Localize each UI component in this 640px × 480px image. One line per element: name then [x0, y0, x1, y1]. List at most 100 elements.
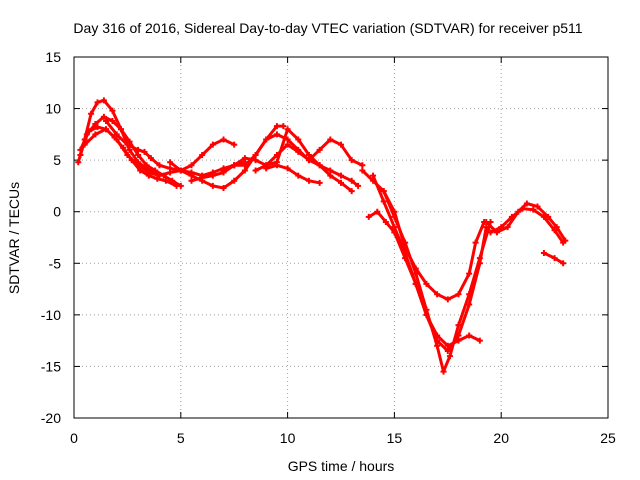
- data-point: [113, 131, 120, 138]
- data-point: [188, 172, 195, 179]
- y-tick-label: -10: [41, 307, 61, 323]
- series-14: [391, 229, 483, 349]
- data-point: [252, 157, 259, 164]
- data-point: [446, 353, 453, 360]
- data-point: [440, 368, 447, 375]
- data-point: [135, 146, 142, 153]
- data-point: [284, 141, 291, 148]
- series-6: [167, 123, 287, 191]
- data-point: [483, 219, 490, 226]
- series-line: [190, 127, 354, 193]
- data-point: [209, 172, 216, 179]
- data-point: [252, 151, 259, 158]
- data-point: [380, 188, 387, 195]
- data-point: [444, 296, 451, 303]
- data-point: [455, 322, 462, 329]
- data-point: [141, 148, 148, 155]
- data-point: [504, 224, 511, 231]
- data-point: [498, 224, 505, 231]
- data-point: [124, 141, 131, 148]
- data-point: [355, 182, 362, 189]
- data-point: [135, 151, 142, 158]
- data-point: [81, 141, 88, 148]
- data-point: [519, 205, 526, 212]
- data-point: [534, 203, 541, 210]
- data-point: [305, 157, 312, 164]
- series-line: [83, 127, 247, 178]
- data-point: [94, 124, 101, 131]
- y-tick-label: 10: [45, 101, 61, 117]
- axis-tick-labels: 0 5 10 15 20 25 -20 -15 -10 -5 0 5 10 15: [41, 49, 616, 446]
- plot-frame: [73, 56, 609, 419]
- data-point: [167, 165, 174, 172]
- data-point: [380, 198, 387, 205]
- data-point: [263, 165, 270, 172]
- data-point: [220, 167, 227, 174]
- y-tick-label: 15: [45, 49, 61, 65]
- x-tick-label: 10: [280, 430, 296, 446]
- data-point: [434, 342, 441, 349]
- data-point: [126, 146, 133, 153]
- data-point: [284, 136, 291, 143]
- data-point: [109, 117, 116, 124]
- data-point: [523, 200, 530, 207]
- data-point: [85, 128, 92, 135]
- data-point: [434, 332, 441, 339]
- y-tick-label: 0: [53, 204, 61, 220]
- data-point: [466, 332, 473, 339]
- series-group: [75, 97, 569, 375]
- data-point: [188, 177, 195, 184]
- data-point: [273, 151, 280, 158]
- data-point: [231, 177, 238, 184]
- data-point: [476, 337, 483, 344]
- data-point: [75, 159, 82, 166]
- data-point: [412, 270, 419, 277]
- data-point: [338, 172, 344, 179]
- data-point: [466, 270, 473, 277]
- data-point: [92, 121, 99, 128]
- data-point: [263, 136, 270, 143]
- data-point: [177, 167, 184, 174]
- data-point: [434, 291, 441, 298]
- data-point: [476, 255, 483, 262]
- data-point: [88, 110, 95, 117]
- data-point: [348, 157, 355, 164]
- grid: [74, 57, 608, 418]
- x-tick-label: 25: [600, 430, 616, 446]
- data-point: [551, 255, 558, 262]
- data-point: [402, 239, 409, 246]
- data-point: [117, 126, 124, 133]
- data-point: [560, 260, 567, 267]
- data-point: [455, 337, 462, 344]
- data-point: [455, 291, 462, 298]
- data-point: [359, 167, 366, 174]
- y-tick-label: -15: [41, 358, 61, 374]
- data-point: [199, 174, 206, 181]
- data-point: [374, 208, 381, 215]
- series-line: [489, 207, 565, 245]
- data-point: [305, 177, 312, 184]
- data-point: [560, 239, 567, 246]
- data-point: [92, 131, 99, 138]
- data-point: [295, 136, 302, 143]
- y-tick-label: 5: [53, 152, 61, 168]
- data-point: [284, 126, 291, 133]
- data-point: [472, 239, 479, 246]
- data-point: [540, 213, 547, 220]
- data-point: [156, 172, 163, 179]
- data-point: [167, 159, 174, 166]
- data-point: [359, 162, 366, 169]
- series-line: [367, 210, 396, 234]
- data-point: [553, 224, 560, 231]
- data-point: [156, 162, 163, 169]
- data-point: [316, 146, 323, 153]
- data-point: [103, 126, 110, 133]
- data-point: [444, 342, 451, 349]
- data-point: [348, 188, 355, 195]
- data-point: [152, 167, 159, 174]
- series-line: [382, 189, 492, 374]
- x-tick-label: 15: [387, 430, 403, 446]
- data-point: [391, 229, 398, 236]
- data-point: [423, 280, 430, 287]
- data-point: [295, 172, 302, 179]
